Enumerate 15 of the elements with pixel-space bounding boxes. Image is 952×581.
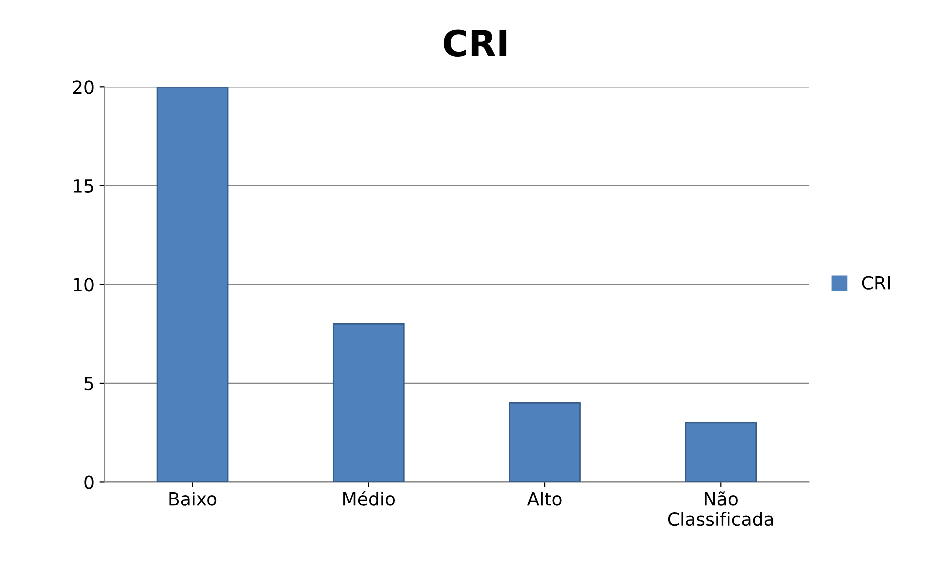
bar	[332, 324, 405, 482]
bar	[685, 422, 758, 482]
x-tick-label: Alto	[527, 492, 562, 506]
x-tick-label: Não Classificada	[668, 492, 774, 526]
bar	[156, 87, 229, 482]
y-tick-label: 0	[84, 476, 94, 490]
y-tick-label: 5	[84, 377, 94, 391]
y-tick-label: 15	[74, 180, 94, 194]
legend-label: CRI	[862, 276, 890, 290]
bar	[509, 402, 581, 482]
y-tick-label: 20	[73, 80, 94, 94]
x-tick-label: Médio	[344, 491, 396, 506]
y-tick-label: 10	[74, 278, 94, 292]
x-tick-label: Baixo	[170, 492, 217, 506]
chart-title: CRI	[444, 30, 507, 57]
